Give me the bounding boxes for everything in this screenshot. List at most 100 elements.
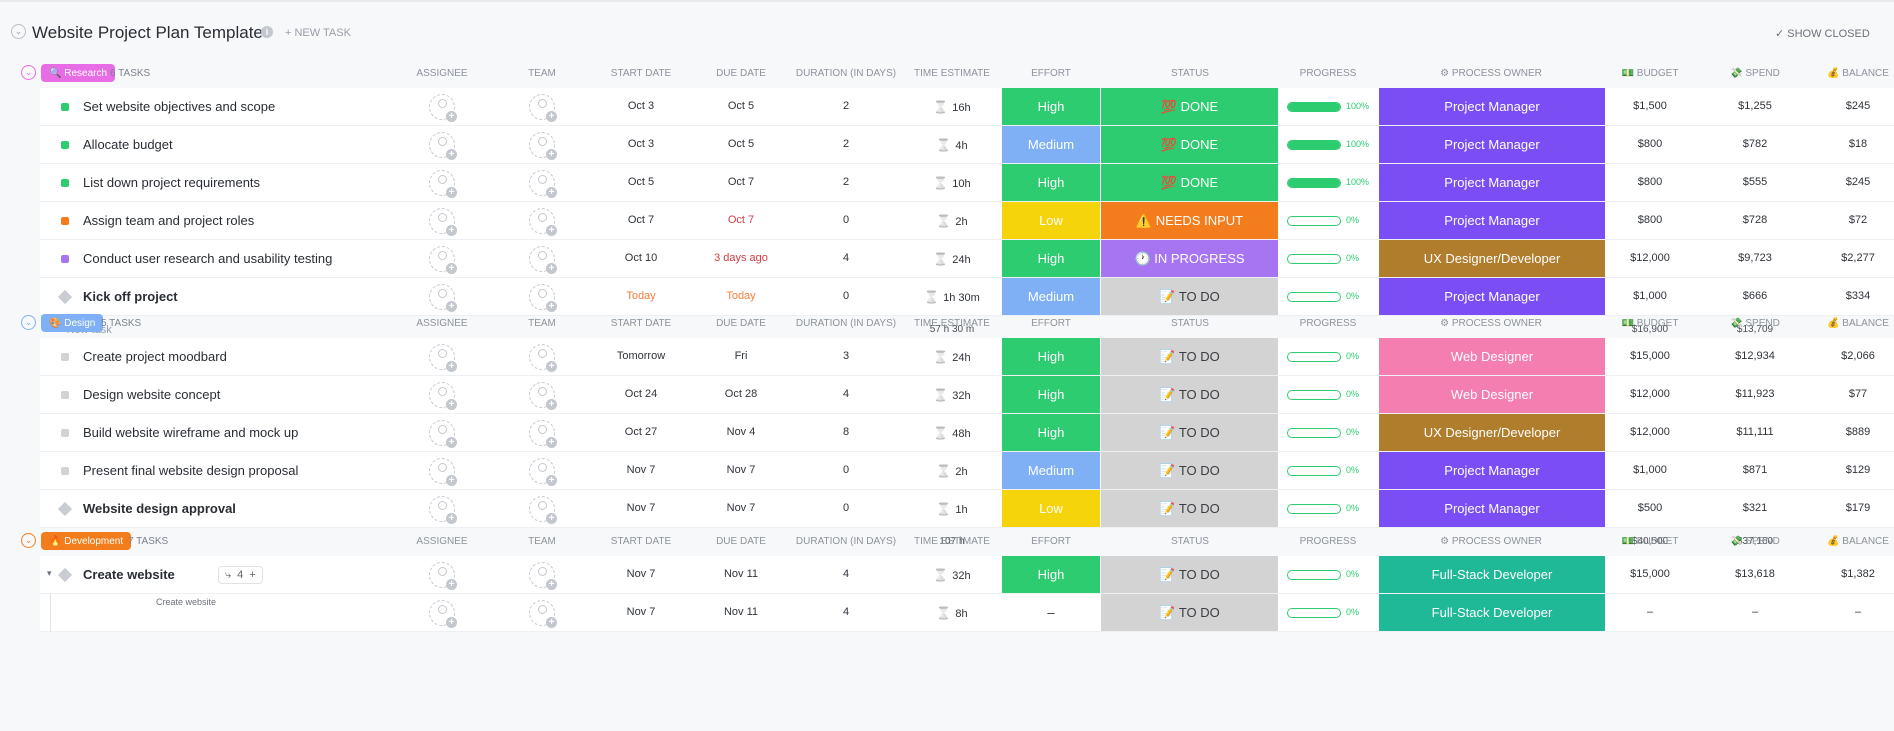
column-header-team[interactable]: TEAM: [528, 536, 556, 547]
due-date[interactable]: Nov 7: [726, 502, 756, 514]
group-label[interactable]: 🎨 Design: [41, 314, 104, 332]
balance-value[interactable]: $72: [1848, 214, 1868, 226]
task-row[interactable]: Present final website design proposal Nov…: [40, 452, 1894, 490]
effort-cell[interactable]: –: [1047, 605, 1055, 620]
balance-value[interactable]: $77: [1848, 388, 1868, 400]
assignee-avatar[interactable]: [429, 382, 457, 410]
team-avatar[interactable]: [529, 246, 557, 274]
duration[interactable]: 8: [842, 426, 850, 438]
budget-value[interactable]: –: [1646, 606, 1654, 618]
duration[interactable]: 4: [842, 568, 850, 580]
progress-bar[interactable]: [1287, 608, 1341, 618]
time-estimate[interactable]: ⌛ 32h: [933, 568, 970, 582]
duration[interactable]: 0: [842, 502, 850, 514]
start-date[interactable]: Oct 24: [624, 388, 658, 400]
effort-cell[interactable]: High: [1002, 240, 1100, 277]
task-name[interactable]: Build website wireframe and mock up: [83, 425, 299, 440]
balance-value[interactable]: $18: [1848, 138, 1868, 150]
status-cell[interactable]: ⚠️ NEEDS INPUT: [1101, 202, 1278, 239]
task-row[interactable]: Set website objectives and scope Oct 3 Oct…: [40, 88, 1894, 126]
due-date[interactable]: Oct 7: [727, 176, 755, 188]
team-avatar[interactable]: [529, 132, 557, 160]
start-date[interactable]: Nov 7: [626, 502, 656, 514]
start-date[interactable]: Oct 5: [627, 176, 655, 188]
column-header-balance[interactable]: 💰 BALANCE: [1827, 536, 1889, 547]
column-header-budget[interactable]: 💵 BUDGET: [1621, 68, 1679, 79]
spend-value[interactable]: $11,923: [1735, 388, 1775, 400]
spend-value[interactable]: –: [1751, 606, 1759, 618]
column-header-team[interactable]: TEAM: [528, 68, 556, 79]
effort-cell[interactable]: High: [1002, 164, 1100, 201]
column-header-progress[interactable]: PROGRESS: [1299, 536, 1357, 547]
assignee-avatar[interactable]: [429, 344, 457, 372]
start-date[interactable]: Nov 7: [626, 606, 656, 618]
status-cell[interactable]: 📝 TO DO: [1101, 490, 1278, 527]
collapse-all-icon[interactable]: ⌄: [11, 24, 26, 39]
status-dot[interactable]: [61, 217, 69, 225]
duration[interactable]: 0: [842, 214, 850, 226]
status-cell[interactable]: 📝 TO DO: [1101, 452, 1278, 489]
time-estimate[interactable]: ⌛ 24h: [933, 252, 970, 266]
spend-value[interactable]: $11,111: [1736, 426, 1774, 438]
assignee-avatar[interactable]: [429, 458, 457, 486]
milestone-icon[interactable]: [57, 289, 73, 305]
due-date[interactable]: Oct 5: [727, 100, 755, 112]
budget-value[interactable]: $12,000: [1630, 426, 1670, 438]
task-name[interactable]: Conduct user research and usability test…: [83, 251, 333, 266]
due-date[interactable]: Oct 28: [724, 388, 758, 400]
due-date[interactable]: Fri: [734, 350, 748, 362]
spend-value[interactable]: $555: [1742, 176, 1768, 188]
milestone-icon[interactable]: [57, 567, 73, 583]
time-estimate[interactable]: ⌛ 1h 30m: [924, 290, 980, 304]
column-header-process-owner[interactable]: ⚙ PROCESS OWNER: [1440, 68, 1542, 79]
status-dot[interactable]: [61, 353, 69, 361]
spend-value[interactable]: $12,934: [1735, 350, 1775, 362]
time-estimate[interactable]: ⌛ 16h: [933, 100, 970, 114]
group-label[interactable]: 🔍 Research: [41, 64, 116, 82]
task-name[interactable]: Create project moodbard: [83, 349, 227, 364]
process-owner-cell[interactable]: Project Manager: [1379, 164, 1605, 201]
progress-bar[interactable]: [1287, 102, 1341, 112]
budget-value[interactable]: $1,000: [1633, 290, 1667, 302]
task-name[interactable]: Present final website design proposal: [83, 463, 299, 478]
task-name[interactable]: Design website concept: [83, 387, 221, 402]
column-header-time-estimate[interactable]: TIME ESTIMATE: [914, 318, 990, 329]
time-estimate[interactable]: ⌛ 2h: [936, 214, 967, 228]
process-owner-cell[interactable]: Full-Stack Developer: [1379, 594, 1605, 631]
task-name[interactable]: List down project requirements: [83, 175, 261, 190]
column-header-status[interactable]: STATUS: [1171, 68, 1209, 79]
budget-value[interactable]: $1,000: [1633, 464, 1667, 476]
task-name[interactable]: Create website: [83, 567, 175, 582]
group-collapse-icon[interactable]: ⌄: [21, 65, 36, 80]
time-estimate[interactable]: ⌛ 8h: [936, 606, 967, 620]
column-header-progress[interactable]: PROGRESS: [1299, 318, 1357, 329]
effort-cell[interactable]: Medium: [1002, 452, 1100, 489]
team-avatar[interactable]: [529, 382, 557, 410]
assignee-avatar[interactable]: [429, 94, 457, 122]
budget-value[interactable]: $12,000: [1630, 388, 1670, 400]
progress-bar[interactable]: [1287, 140, 1341, 150]
column-header-spend[interactable]: 💸 SPEND: [1730, 68, 1780, 79]
assignee-avatar[interactable]: [429, 496, 457, 524]
group-collapse-icon[interactable]: ⌄: [21, 533, 36, 548]
time-estimate[interactable]: ⌛ 48h: [933, 426, 970, 440]
team-avatar[interactable]: [529, 170, 557, 198]
status-dot[interactable]: [61, 255, 69, 263]
time-estimate[interactable]: ⌛ 1h: [936, 502, 967, 516]
duration[interactable]: 0: [842, 290, 850, 302]
milestone-icon[interactable]: [57, 501, 73, 517]
due-date[interactable]: Today: [726, 290, 756, 302]
process-owner-cell[interactable]: Project Manager: [1379, 490, 1605, 527]
process-owner-cell[interactable]: Full-Stack Developer: [1379, 556, 1605, 593]
status-dot[interactable]: [61, 141, 69, 149]
add-subtask-button[interactable]: +: [249, 569, 256, 581]
status-cell[interactable]: 📝 TO DO: [1101, 278, 1278, 315]
progress-bar[interactable]: [1287, 216, 1341, 226]
due-date[interactable]: Oct 7: [727, 214, 755, 226]
team-avatar[interactable]: [529, 208, 557, 236]
column-header-duration[interactable]: DURATION (IN DAYS): [795, 68, 897, 79]
duration[interactable]: 4: [842, 252, 850, 264]
assignee-avatar[interactable]: [429, 170, 457, 198]
start-date[interactable]: Oct 27: [624, 426, 658, 438]
due-date[interactable]: Nov 7: [726, 464, 756, 476]
